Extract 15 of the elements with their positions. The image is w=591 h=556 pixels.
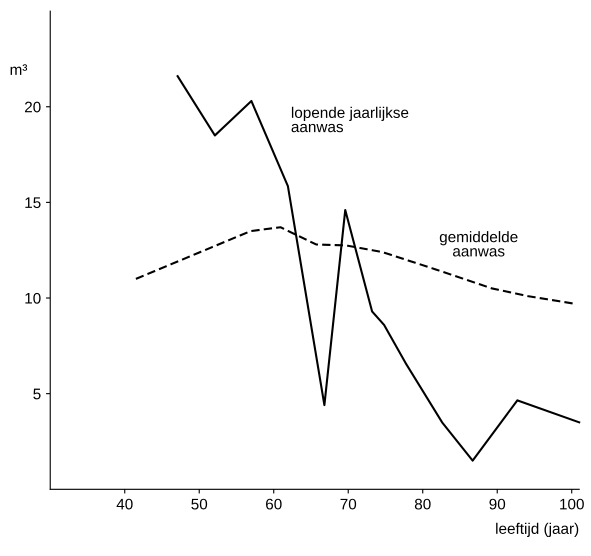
y-tick-label: 20 — [24, 102, 41, 112]
x-tick-label: 100 — [560, 498, 584, 510]
x-tick-label: 60 — [266, 498, 282, 510]
x-tick-label: 90 — [489, 498, 506, 510]
y-axis-title: m³ — [10, 64, 28, 75]
x-axis-title: leeftijd (jaar) — [496, 522, 578, 537]
y-tick-label: 10 — [25, 292, 41, 304]
x-tick-label: 80 — [414, 498, 431, 510]
x-tick-label: 50 — [191, 498, 208, 510]
y-tick-label: 5 — [33, 388, 41, 400]
series-label: gemiddelde aanwas — [440, 231, 518, 257]
y-tick-label: 15 — [25, 197, 41, 208]
x-tick-label: 70 — [340, 498, 356, 510]
series-label: lopende jaarlijkse aanwas — [292, 106, 408, 132]
x-tick-label: 40 — [116, 498, 133, 510]
